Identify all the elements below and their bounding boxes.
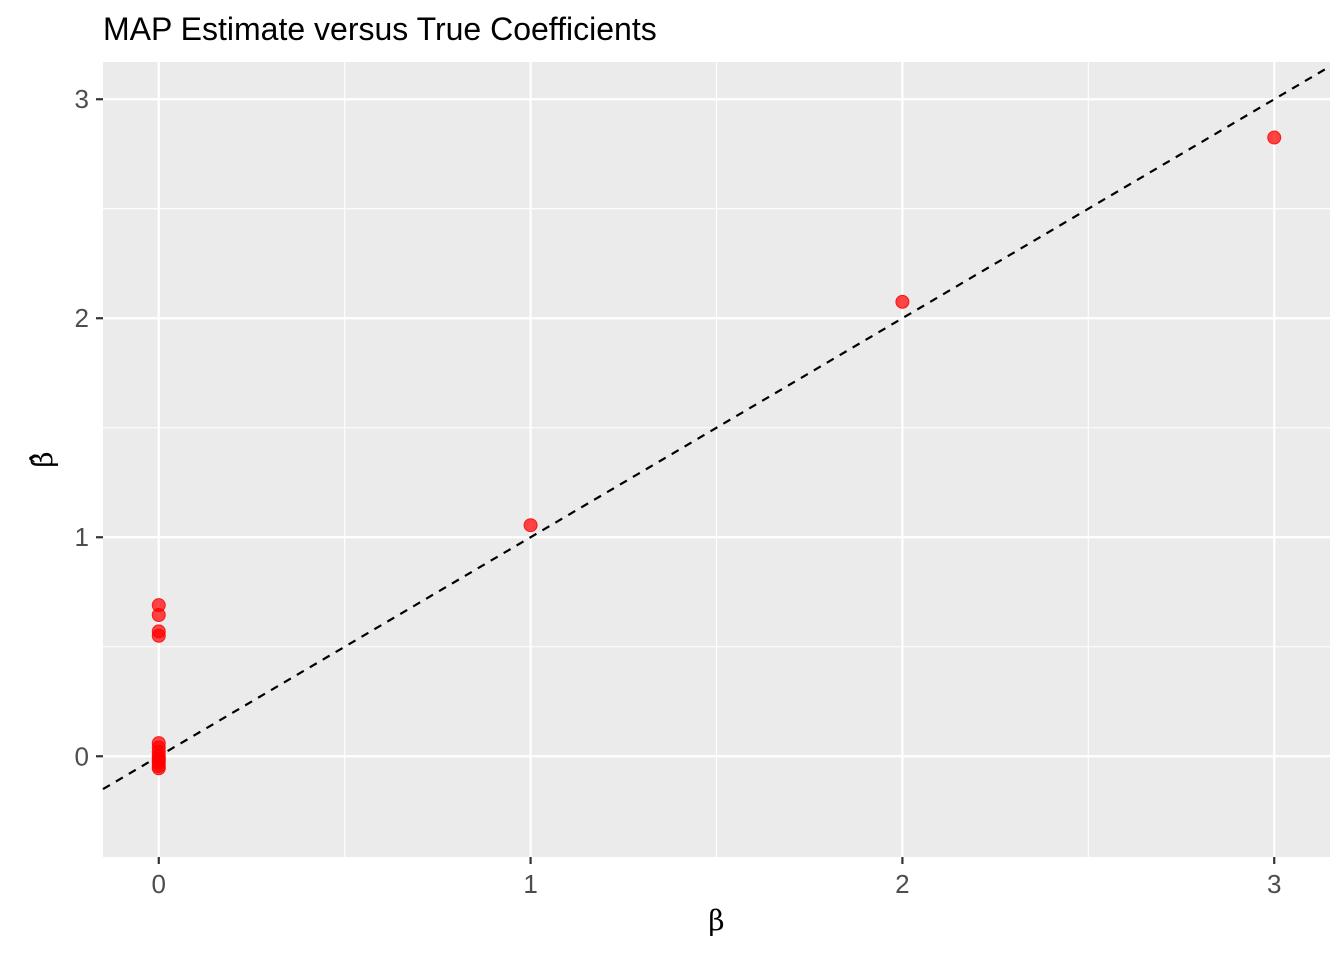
y-tick-label: 2 <box>75 303 89 333</box>
y-tick-label: 0 <box>75 741 89 771</box>
x-tick-label: 2 <box>895 869 909 899</box>
data-point <box>151 628 166 643</box>
minor-gridlines <box>103 62 1330 857</box>
y-axis: 0 1 2 3 <box>75 84 103 771</box>
y-tick-label: 1 <box>75 522 89 552</box>
y-axis-label: β̂ <box>26 451 59 467</box>
data-point <box>151 761 166 776</box>
major-gridlines <box>103 62 1330 857</box>
data-point <box>151 607 166 622</box>
data-points <box>151 130 1282 776</box>
x-tick-label: 3 <box>1267 869 1281 899</box>
x-tick-label: 1 <box>523 869 537 899</box>
x-axis: 0 1 2 3 <box>152 857 1281 899</box>
y-tick-label: 3 <box>75 84 89 114</box>
x-axis-label: β <box>708 904 724 937</box>
chart-title: MAP Estimate versus True Coefficients <box>103 11 657 47</box>
identity-reference-line <box>102 65 1331 791</box>
x-tick-label: 0 <box>152 869 166 899</box>
data-point <box>895 294 910 309</box>
data-point <box>523 518 538 533</box>
data-point <box>1267 130 1282 145</box>
